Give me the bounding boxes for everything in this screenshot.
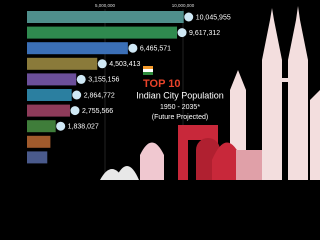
flag-stripe	[143, 66, 153, 69]
bar	[27, 57, 98, 70]
bar	[27, 26, 178, 39]
flag-stripe	[143, 72, 153, 75]
bar	[27, 73, 77, 86]
value-label: 4,503,413	[109, 61, 140, 68]
value-label: 9,617,312	[189, 30, 220, 37]
value-label: 10,045,955	[196, 14, 231, 21]
value-label: 2,864,772	[84, 92, 115, 99]
value-label: 1,838,027	[68, 124, 99, 131]
city-icon	[97, 59, 107, 69]
monuments	[100, 125, 262, 180]
note: (Future Projected)	[152, 114, 208, 121]
bar	[27, 42, 128, 55]
value-label: 6,465,571	[140, 46, 171, 53]
subtitle: Indian City Population	[136, 90, 224, 100]
city-icon	[128, 43, 138, 53]
flag-icon	[143, 66, 153, 75]
city-icon	[177, 28, 187, 38]
city-icon	[70, 106, 80, 116]
skyline	[230, 6, 320, 180]
x-tick-label: 5,000,000	[95, 3, 116, 8]
chart: 5,000,000 10,000,000 10,045,955 9,617,312 6…	[27, 3, 320, 180]
period: 1950 - 2035*	[160, 104, 200, 111]
title-box: TOP 10 Indian City Population 1950 - 203…	[136, 66, 224, 121]
city-icon	[184, 12, 194, 22]
value-label: 2,755,566	[82, 108, 113, 115]
bar	[27, 135, 51, 148]
bars: 10,045,955 9,617,312 6,465,571 4,503,413 3,1…	[27, 11, 231, 164]
bar	[27, 120, 56, 133]
bar	[27, 104, 70, 117]
value-label: 3,155,156	[88, 77, 119, 84]
bar	[27, 151, 48, 164]
city-icon	[72, 90, 82, 100]
bar	[27, 89, 72, 101]
title: TOP 10	[143, 78, 181, 90]
bar	[27, 11, 184, 23]
x-tick-label: 10,000,000	[172, 3, 195, 8]
city-icon	[76, 74, 86, 84]
city-icon	[56, 121, 66, 131]
